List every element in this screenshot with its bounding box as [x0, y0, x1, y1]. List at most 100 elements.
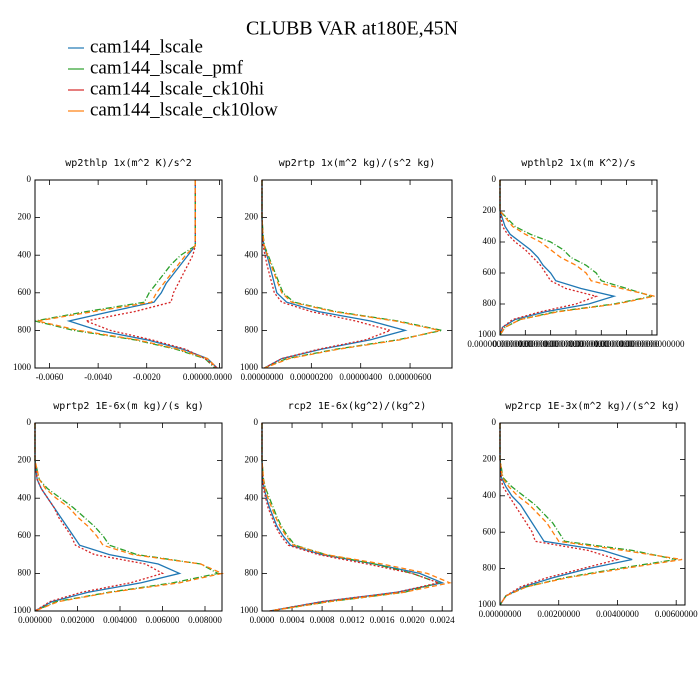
y-tick-label: 200: [245, 455, 259, 465]
series-line: [83, 180, 218, 369]
series-line: [34, 180, 216, 369]
plot-frame: [499, 179, 658, 336]
y-tick-label: 1000: [240, 605, 259, 615]
y-tick-label: 400: [18, 492, 32, 502]
series-line: [499, 423, 620, 606]
panel-title: rcp2 1E-6x(kg^2)/(kg^2): [288, 401, 426, 412]
x-tick-label: 0.0008: [310, 615, 335, 625]
panel: wpthlp2 1x(m K^2)/s020040060080010000.00…: [467, 158, 685, 349]
y-tick-label: 800: [245, 567, 259, 577]
x-tick-label: 0.008000: [188, 615, 222, 625]
series-line: [261, 423, 445, 612]
panel-title: wpthlp2 1x(m K^2)/s: [521, 158, 635, 169]
panel: wp2rtp 1x(m^2 kg)/(s^2 kg) 0 200 400 600 800 1…: [240, 158, 453, 382]
y-tick-label: 0: [27, 174, 32, 184]
panel: wprtp2 1E-6x(m kg)/(s kg) 0 200 400 600 800 10…: [13, 401, 225, 625]
x-tick-label: 0.006000: [146, 615, 180, 625]
plot-frame: [34, 422, 223, 612]
y-tick-label: 0: [27, 417, 32, 427]
series-line: [37, 180, 218, 369]
y-tick-label: 0: [492, 417, 497, 427]
x-tick-label: 0.00200000: [537, 609, 580, 619]
plot-frame: [34, 179, 223, 369]
series-line: [499, 423, 683, 606]
panel: rcp2 1E-6x(kg^2)/(kg^2) 0 200 400 600 800 1000…: [240, 401, 455, 625]
y-tick-label: 800: [18, 567, 32, 577]
y-tick-label: 400: [483, 236, 497, 246]
plot-frame: [261, 179, 453, 369]
series-line: [261, 423, 452, 612]
legend-label: cam144_lscale: [90, 36, 203, 57]
series-line: [499, 180, 655, 336]
x-tick-label: 0.0000000000000: [569, 339, 635, 349]
panel-title: wp2rtp 1x(m^2 kg)/(s^2 kg): [279, 158, 436, 169]
x-tick-label: 0.0000000000000: [493, 339, 559, 349]
series-line: [261, 180, 443, 369]
series-line: [261, 180, 408, 369]
panel-title: wp2thlp 1x(m^2 K)/s^2: [65, 158, 191, 169]
series-line: [34, 423, 220, 612]
legend-label: cam144_lscale_ck10low: [90, 99, 278, 120]
x-tick-label: 0.00000200: [290, 372, 333, 382]
y-tick-label: 1000: [478, 329, 497, 339]
x-tick-label: 0.0000000000000: [543, 339, 609, 349]
y-tick-label: 200: [483, 453, 497, 463]
x-tick-label: 0.0024: [430, 615, 455, 625]
x-tick-label: -0.0020: [133, 372, 161, 382]
panel-title: wprtp2 1E-6x(m kg)/(s kg): [53, 401, 204, 412]
y-tick-label: 800: [483, 563, 497, 573]
panel-title: wp2rcp 1E-3x(m^2 kg)/(s^2 kg): [505, 401, 680, 412]
panel: wp2rcp 1E-3x(m^2 kg)/(s^2 kg) 0 200 400 600 8…: [478, 401, 698, 619]
series-line: [499, 180, 617, 336]
y-tick-label: 600: [483, 526, 497, 536]
series-line: [261, 423, 441, 612]
x-tick-label: 0.0000: [207, 372, 232, 382]
y-tick-label: 0: [254, 417, 259, 427]
x-tick-label: 0.0000: [183, 372, 208, 382]
y-tick-label: 600: [483, 267, 497, 277]
series-line: [34, 423, 182, 612]
y-tick-label: 400: [483, 490, 497, 500]
series-line: [34, 423, 165, 612]
x-tick-label: 0.00600000: [655, 609, 698, 619]
y-tick-label: 1000: [478, 599, 497, 609]
y-tick-label: 400: [245, 492, 259, 502]
x-tick-label: 0.0000: [250, 615, 275, 625]
y-tick-label: 0: [254, 174, 259, 184]
y-tick-label: 800: [483, 298, 497, 308]
plot-frame: [261, 422, 453, 612]
y-tick-label: 200: [245, 212, 259, 222]
y-tick-label: 600: [245, 287, 259, 297]
figure-title: CLUBB VAR at180E,45N: [246, 18, 458, 40]
y-tick-label: 400: [18, 249, 32, 259]
y-tick-label: 200: [18, 212, 32, 222]
series-line: [499, 180, 599, 336]
legend-label: cam144_lscale_pmf: [90, 57, 244, 78]
x-tick-label: 0.0012: [340, 615, 365, 625]
y-tick-label: 1000: [13, 362, 32, 372]
series-line: [499, 423, 633, 606]
x-tick-label: 0.00000000: [241, 372, 284, 382]
series-line: [261, 180, 440, 369]
x-tick-label: 0.0020: [400, 615, 425, 625]
x-tick-label: 0.004000: [103, 615, 137, 625]
x-tick-label: 0.00000600: [389, 372, 432, 382]
y-tick-label: 200: [483, 205, 497, 215]
plot-frame: [499, 422, 686, 606]
series-line: [34, 423, 225, 612]
x-tick-label: 0.0000000000000: [467, 339, 533, 349]
x-tick-label: -0.0040: [84, 372, 112, 382]
x-tick-label: 0.00000000: [479, 609, 522, 619]
y-tick-label: 600: [18, 287, 32, 297]
y-tick-label: 800: [245, 324, 259, 334]
y-tick-label: 200: [18, 455, 32, 465]
x-tick-label: 0.00000400: [339, 372, 382, 382]
y-tick-label: 400: [245, 249, 259, 259]
y-tick-label: 600: [18, 530, 32, 540]
y-tick-label: 800: [18, 324, 32, 334]
x-tick-label: -0.0060: [36, 372, 64, 382]
x-tick-label: 0.0004: [280, 615, 305, 625]
x-tick-label: 0.0000000000000: [594, 339, 660, 349]
series-line: [261, 423, 441, 612]
